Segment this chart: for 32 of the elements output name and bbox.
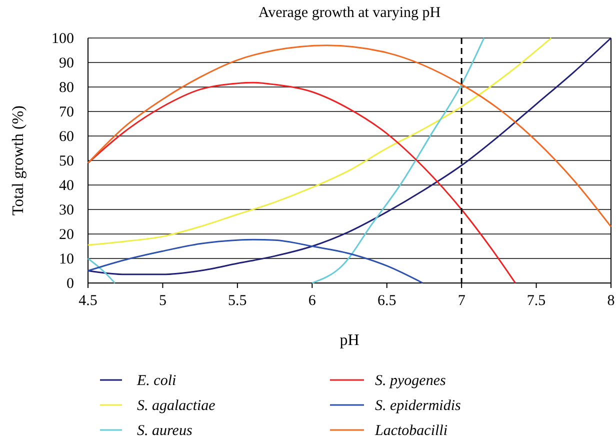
legend-label: S. epidermidis [375,398,461,414]
y-tick-label: 100 [52,31,74,47]
legend-label: Lactobacilli [374,423,448,439]
x-tick-label: 4.5 [78,293,98,309]
line-series [87,37,552,246]
y-tick-label: 70 [59,104,74,120]
line-series [87,238,424,284]
legend-label: S. agalactiae [137,398,216,414]
y-tick-label: 80 [59,80,74,96]
x-axis-title: pH [340,332,360,349]
legend-label: E. coli [136,373,176,389]
y-tick-label: 50 [59,154,74,170]
y-tick-label: 0 [66,276,74,292]
y-axis-title: Total growth (%) [10,106,27,216]
legend-label: S. pyogenes [375,373,446,389]
x-tick-label: 6 [308,293,316,309]
x-tick-label: 8 [607,293,615,309]
x-tick-label: 6.5 [377,293,396,309]
y-tick-label: 10 [59,252,74,268]
x-tick-label: 7 [458,293,466,309]
line-series [87,44,612,228]
legend-label: S. aureus [137,423,192,439]
y-tick-label: 30 [59,202,74,218]
x-tick-label: 5 [158,293,166,309]
chart-title: Average growth at varying pH [258,5,441,21]
x-tick-label: 5.5 [228,293,247,309]
y-tick-label: 90 [59,56,74,72]
y-tick-label: 20 [59,227,74,243]
y-tick-label: 60 [59,129,74,145]
x-tick-label: 7.5 [526,293,546,309]
y-tick-label: 40 [59,178,74,194]
line-series [87,82,516,284]
